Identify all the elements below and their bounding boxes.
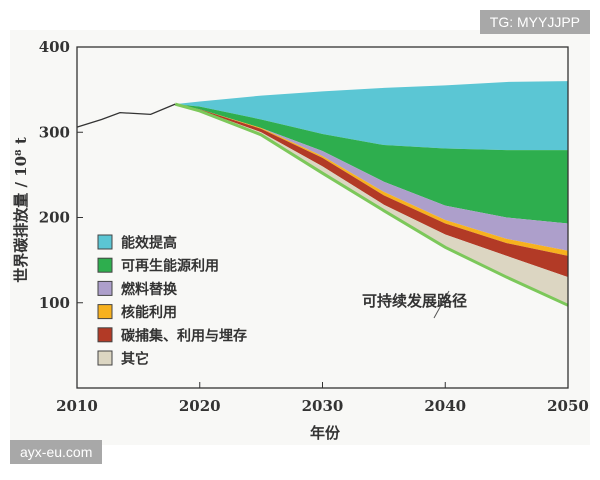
sustainable-pathway-line — [174, 102, 569, 307]
legend-swatch — [97, 350, 113, 366]
y-tick-label: 200 — [39, 209, 70, 227]
historical-line — [76, 103, 176, 128]
y-axis-label: 世界碳排放量 / 10⁸ t — [12, 137, 30, 283]
y-tick-label: 100 — [39, 294, 70, 312]
y-tick-label: 400 — [39, 38, 70, 56]
area-series-2 — [175, 104, 568, 251]
watermark-bottom: ayx-eu.com — [10, 440, 103, 464]
x-tick-label: 2020 — [179, 397, 221, 415]
pathway-annotation: 可持续发展路径 — [362, 292, 467, 310]
legend-swatch — [97, 327, 113, 343]
legend-swatch — [97, 257, 113, 273]
legend-label: 碳捕集、利用与埋存 — [121, 327, 247, 344]
area-series-1 — [175, 104, 568, 224]
y-tick-label: 300 — [39, 123, 70, 141]
watermark-top: TG: MYYJJPP — [479, 10, 590, 34]
area-series-4 — [175, 104, 568, 278]
legend-label: 核能利用 — [121, 304, 177, 321]
legend-label: 可再生能源利用 — [121, 258, 219, 275]
legend-swatch — [97, 304, 113, 320]
annotation-leader — [433, 290, 450, 319]
x-tick-label: 2050 — [547, 397, 589, 415]
legend-swatch — [97, 280, 113, 296]
area-series-5 — [175, 104, 568, 306]
legend-label: 其它 — [121, 351, 149, 368]
legend-label: 燃料替换 — [121, 281, 178, 298]
area-series-0 — [175, 81, 568, 151]
x-tick-label: 2010 — [56, 397, 98, 415]
x-tick-label: 2030 — [302, 397, 344, 415]
chart-panel: 2010 2020 2030 2040 2050 100 200 300 400 能效提高可再生… — [10, 30, 590, 445]
x-axis-label: 年份 — [310, 424, 341, 442]
stacked-area-chart: 2010 2020 2030 2040 2050 100 200 300 400 能效提高可再生… — [12, 38, 589, 442]
x-tick-label: 2040 — [424, 397, 466, 415]
legend-swatch — [97, 234, 113, 250]
legend-label: 能效提高 — [121, 235, 177, 252]
